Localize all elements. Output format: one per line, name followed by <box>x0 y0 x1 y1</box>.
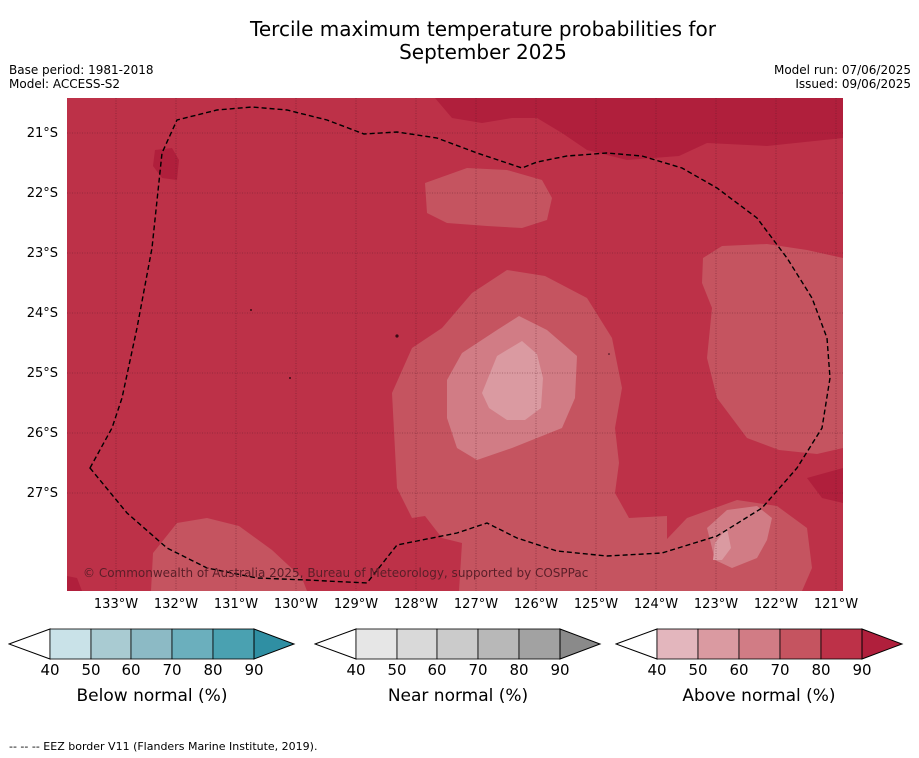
lon-label-131w: 131°W <box>213 597 259 612</box>
above-normal-label: Above normal (%) <box>682 686 836 706</box>
title-line-2: September 2025 <box>399 40 567 64</box>
near-normal-label: Near normal (%) <box>387 686 529 706</box>
lat-label-23s: 23°S <box>26 246 58 261</box>
lat-label-22s: 22°S <box>26 186 58 201</box>
colorbar-below-normal <box>8 628 296 660</box>
lon-label-132w: 132°W <box>153 597 199 612</box>
above-90-region-sw <box>67 576 82 591</box>
metadata-left: Base period: 1981-2018 Model: ACCESS-S2 <box>9 63 154 91</box>
near-tick-50: 50 <box>387 661 407 679</box>
lon-label-123w: 123°W <box>693 597 739 612</box>
above-tick-80: 80 <box>811 661 831 679</box>
metadata-right: Model run: 07/06/2025 Issued: 09/06/2025 <box>774 63 911 91</box>
below-tick-80: 80 <box>203 661 223 679</box>
above-70-80-region-east <box>702 244 843 454</box>
below-tick-50: 50 <box>81 661 101 679</box>
above-tick-50: 50 <box>688 661 708 679</box>
near-tick-90: 90 <box>550 661 570 679</box>
lon-label-130w: 130°W <box>273 597 319 612</box>
near-tick-40: 40 <box>346 661 366 679</box>
lat-label-27s: 27°S <box>26 486 58 501</box>
below-normal-label: Below normal (%) <box>76 686 228 706</box>
lon-label-122w: 122°W <box>753 597 799 612</box>
near-tick-70: 70 <box>468 661 488 679</box>
map-copyright: © Commonwealth of Australia 2025, Bureau… <box>83 566 588 580</box>
above-50-60-region-southeast <box>713 528 731 560</box>
above-90-region-west <box>153 148 179 180</box>
lon-label-127w: 127°W <box>453 597 499 612</box>
model-run: Model run: 07/06/2025 <box>773 63 911 77</box>
lat-label-21s: 21°S <box>26 126 58 141</box>
lon-label-133w: 133°W <box>93 597 139 612</box>
eez-border <box>89 106 831 584</box>
colorbar-near-normal <box>314 628 602 660</box>
eez-legend-footer: -- -- -- EEZ border V11 (Flanders Marine… <box>9 740 318 753</box>
lon-label-121w: 121°W <box>813 597 859 612</box>
above-90-region-north <box>435 98 843 160</box>
base-period: Base period: 1981-2018 <box>9 63 154 77</box>
lon-label-126w: 126°W <box>513 597 559 612</box>
lon-label-125w: 125°W <box>573 597 619 612</box>
below-tick-40: 40 <box>40 661 60 679</box>
below-tick-70: 70 <box>162 661 182 679</box>
issued-date: Issued: 09/06/2025 <box>795 77 911 91</box>
lat-label-25s: 25°S <box>26 366 58 381</box>
near-tick-60: 60 <box>427 661 447 679</box>
below-tick-60: 60 <box>121 661 141 679</box>
below-tick-90: 90 <box>244 661 264 679</box>
probability-map: © Commonwealth of Australia 2025, Bureau… <box>67 98 843 591</box>
above-90-region-east <box>807 468 843 503</box>
lon-label-129w: 129°W <box>333 597 379 612</box>
lat-label-24s: 24°S <box>26 306 58 321</box>
chart-title: Tercile maximum temperature probabilitie… <box>0 18 919 64</box>
above-tick-40: 40 <box>647 661 667 679</box>
lat-label-26s: 26°S <box>26 426 58 441</box>
above-tick-60: 60 <box>729 661 749 679</box>
above-tick-90: 90 <box>852 661 872 679</box>
colorbar-above-normal <box>615 628 905 660</box>
title-line-1: Tercile maximum temperature probabilitie… <box>250 17 716 41</box>
colorbar-below-graphic <box>8 628 296 660</box>
colorbar-near-graphic <box>314 628 602 660</box>
lon-label-128w: 128°W <box>393 597 439 612</box>
near-tick-80: 80 <box>509 661 529 679</box>
above-70-80-region-north <box>425 168 552 228</box>
islands <box>250 309 610 379</box>
above-tick-70: 70 <box>770 661 790 679</box>
graticule <box>67 98 843 591</box>
above-50-60-region-center <box>482 341 543 420</box>
lon-label-124w: 124°W <box>633 597 679 612</box>
map-canvas: © Commonwealth of Australia 2025, Bureau… <box>67 98 843 591</box>
colorbar-above-graphic <box>615 628 904 660</box>
model-name: Model: ACCESS-S2 <box>9 77 121 91</box>
above-70-80-region-southwest <box>151 518 307 591</box>
